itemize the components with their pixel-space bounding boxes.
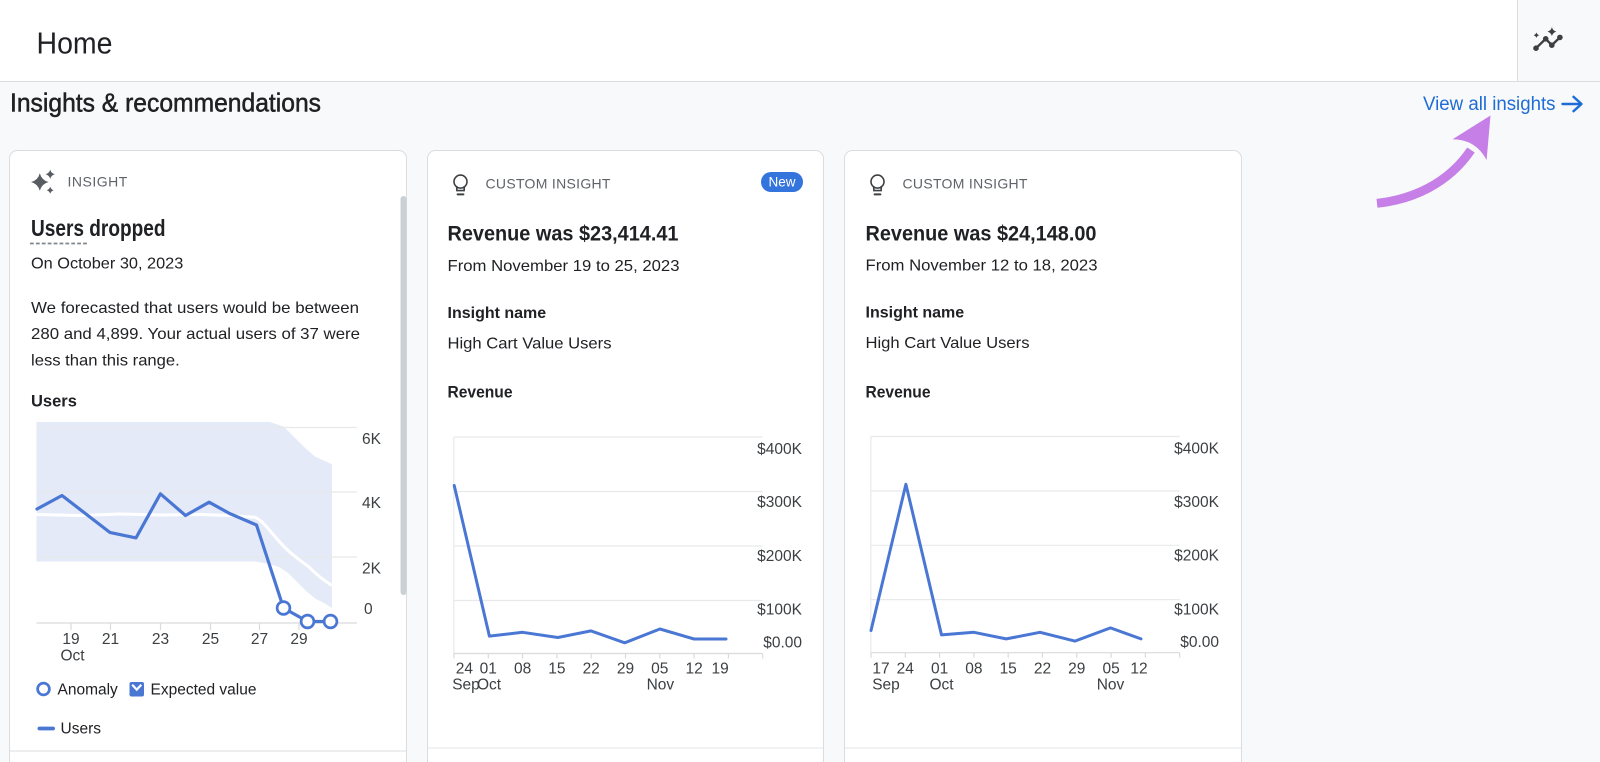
svg-text:less than this range.: less than this range.: [31, 352, 180, 369]
svg-text:We forecasted that users would: We forecasted that users would be betwee…: [31, 300, 359, 317]
svg-text:12: 12: [685, 661, 702, 678]
svg-text:View all insights: View all insights: [1423, 94, 1556, 115]
svg-text:$300K: $300K: [1174, 494, 1219, 511]
svg-text:From November 12 to 18, 2023: From November 12 to 18, 2023: [866, 258, 1098, 275]
svg-text:Revenue was $24,148.00: Revenue was $24,148.00: [866, 223, 1097, 246]
svg-text:29: 29: [1068, 661, 1085, 678]
svg-text:Nov: Nov: [1097, 676, 1125, 693]
svg-text:High Cart Value Users: High Cart Value Users: [448, 335, 612, 352]
svg-text:05: 05: [1102, 661, 1119, 678]
svg-text:Sep: Sep: [872, 676, 900, 693]
svg-text:Insights & recommendations: Insights & recommendations: [10, 88, 321, 118]
svg-text:15: 15: [548, 661, 565, 678]
svg-text:Insight name: Insight name: [866, 305, 965, 322]
svg-text:08: 08: [514, 661, 531, 678]
svg-text:4K: 4K: [362, 495, 382, 512]
svg-text:12: 12: [1130, 661, 1147, 678]
svg-text:From November 19 to 25, 2023: From November 19 to 25, 2023: [448, 258, 680, 275]
svg-text:$0.00: $0.00: [1180, 634, 1219, 651]
svg-text:08: 08: [965, 661, 982, 678]
svg-text:2K: 2K: [362, 560, 382, 577]
svg-text:Users: Users: [31, 393, 77, 411]
svg-text:$200K: $200K: [757, 548, 802, 565]
svg-text:$400K: $400K: [1174, 440, 1219, 457]
svg-text:Oct: Oct: [477, 676, 502, 693]
svg-text:280 and 4,899. Your actual use: 280 and 4,899. Your actual users of 37 w…: [31, 326, 360, 343]
svg-text:0: 0: [364, 601, 373, 618]
svg-text:29: 29: [617, 661, 634, 678]
svg-text:On October 30, 2023: On October 30, 2023: [31, 255, 183, 272]
svg-text:$300K: $300K: [757, 494, 802, 511]
svg-text:Revenue was $23,414.41: Revenue was $23,414.41: [448, 223, 679, 246]
svg-text:21: 21: [102, 631, 119, 648]
svg-text:24: 24: [456, 661, 474, 678]
svg-text:$200K: $200K: [1174, 548, 1219, 565]
svg-text:17: 17: [872, 661, 889, 678]
svg-text:$100K: $100K: [1174, 601, 1219, 618]
svg-text:$100K: $100K: [757, 601, 802, 618]
svg-text:Revenue: Revenue: [866, 383, 931, 402]
svg-text:$400K: $400K: [757, 441, 802, 458]
svg-text:High Cart Value Users: High Cart Value Users: [866, 335, 1030, 352]
svg-text:01: 01: [480, 661, 497, 678]
svg-text:INSIGHT: INSIGHT: [68, 173, 128, 189]
svg-text:$0.00: $0.00: [763, 634, 802, 651]
svg-text:Oct: Oct: [929, 676, 954, 693]
svg-text:Expected value: Expected value: [151, 681, 257, 698]
svg-text:23: 23: [152, 631, 169, 648]
svg-text:27: 27: [251, 631, 268, 648]
svg-text:29: 29: [290, 631, 307, 648]
svg-text:19: 19: [62, 631, 79, 648]
svg-text:22: 22: [583, 661, 600, 678]
svg-text:05: 05: [651, 661, 668, 678]
svg-text:24: 24: [897, 661, 915, 678]
svg-text:Sep: Sep: [452, 676, 480, 693]
svg-text:Oct: Oct: [60, 647, 85, 664]
svg-text:15: 15: [1000, 661, 1017, 678]
svg-text:01: 01: [931, 661, 948, 678]
svg-text:25: 25: [202, 631, 219, 648]
svg-text:Insight name: Insight name: [448, 305, 547, 322]
svg-text:CUSTOM INSIGHT: CUSTOM INSIGHT: [486, 176, 611, 192]
svg-text:Users: Users: [61, 721, 102, 738]
svg-text:Home: Home: [37, 26, 113, 61]
svg-text:New: New: [768, 175, 795, 190]
svg-text:19: 19: [711, 661, 728, 678]
svg-text:Anomaly: Anomaly: [58, 681, 119, 698]
svg-text:Nov: Nov: [647, 676, 675, 693]
svg-text:Users dropped: Users dropped: [31, 215, 166, 241]
svg-text:CUSTOM INSIGHT: CUSTOM INSIGHT: [903, 176, 1028, 192]
svg-text:6K: 6K: [362, 431, 382, 448]
svg-text:Revenue: Revenue: [448, 383, 513, 402]
svg-text:22: 22: [1034, 661, 1051, 678]
